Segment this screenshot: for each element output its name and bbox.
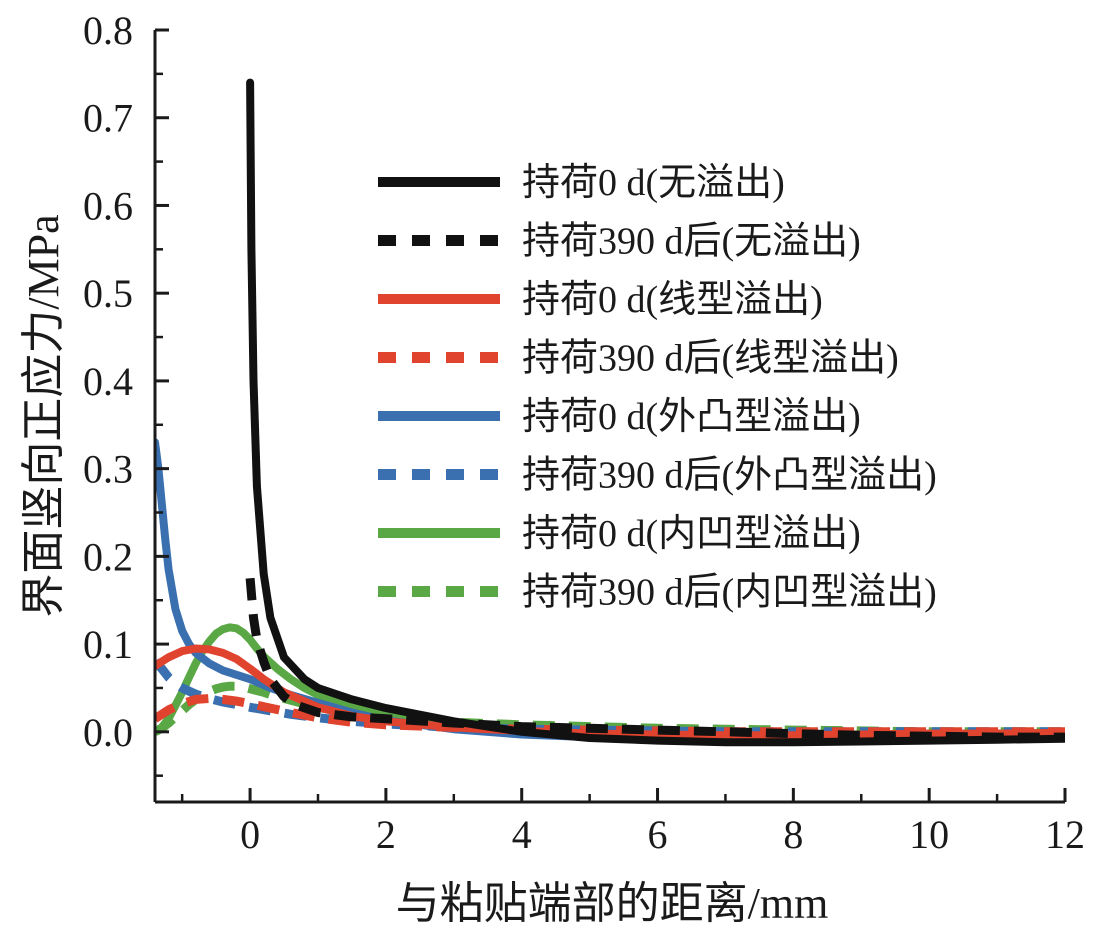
series-line xyxy=(155,623,1065,741)
y-tick-label: 0.6 xyxy=(83,183,133,228)
series-layer xyxy=(155,78,1065,747)
legend-label: 持荷0 d(无溢出) xyxy=(522,162,785,204)
legend-label: 持荷0 d(内凹型溢出) xyxy=(522,513,861,555)
x-tick-label: 2 xyxy=(376,812,396,857)
y-tick-label: 0.4 xyxy=(83,359,133,404)
legend-label: 持荷0 d(外凸型溢出) xyxy=(522,396,861,438)
legend: 持荷0 d(无溢出) 持荷390 d后(无溢出) 持荷0 d(线型溢出) 持荷390 … xyxy=(378,162,937,614)
x-tick-label: 6 xyxy=(648,812,668,857)
x-tick-label: 8 xyxy=(783,812,803,857)
legend-label: 持荷390 d后(外凸型溢出) xyxy=(522,455,937,497)
series-line xyxy=(245,577,1065,742)
y-tick-label: 0.1 xyxy=(83,622,133,667)
y-tick-label: 0.0 xyxy=(83,710,133,755)
x-tick-label: 10 xyxy=(909,812,949,857)
legend-label: 持荷390 d后(无溢出) xyxy=(522,221,861,263)
tick-labels: 0.0 0.1 0.2 0.3 0.4 0.5 0.6 0.7 0.8 0 2 4 6 8 10 12 xyxy=(83,8,1085,857)
y-axis-title: 界面竖向正应力/MPa xyxy=(19,214,68,617)
x-axis-title: 与粘贴端部的距离/mm xyxy=(396,879,829,928)
series-line xyxy=(246,78,1065,747)
y-tick-label: 0.2 xyxy=(83,534,133,579)
x-tick-label: 0 xyxy=(240,812,260,857)
y-tick-label: 0.8 xyxy=(83,8,133,53)
y-tick-label: 0.5 xyxy=(83,271,133,316)
y-tick-label: 0.7 xyxy=(83,96,133,141)
y-tick-label: 0.3 xyxy=(83,447,133,492)
x-tick-label: 4 xyxy=(512,812,532,857)
legend-label: 持荷390 d后(内凹型溢出) xyxy=(522,572,937,614)
legend-label: 持荷390 d后(线型溢出) xyxy=(522,338,899,380)
legend-label: 持荷0 d(线型溢出) xyxy=(522,279,823,321)
x-tick-label: 12 xyxy=(1045,812,1085,857)
axes xyxy=(153,28,1067,804)
